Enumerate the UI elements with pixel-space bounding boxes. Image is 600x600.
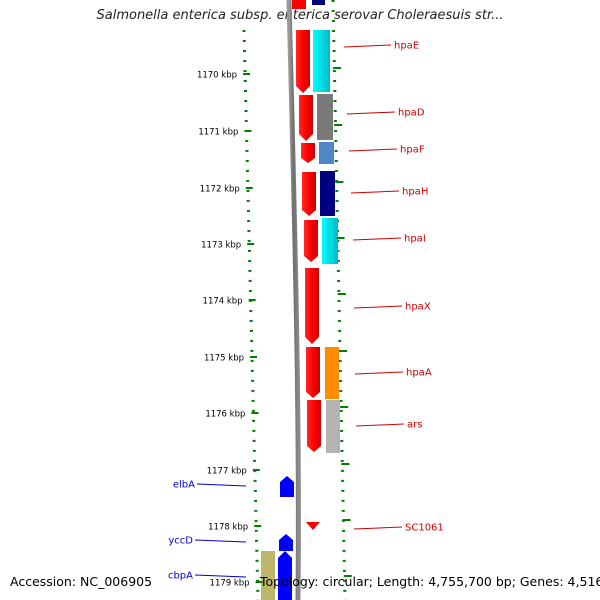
gene-arrow-blue [279,534,293,551]
gene-arrow-blue [280,476,294,497]
gene-arrow [301,143,315,163]
gene-label-yccd[interactable]: yccD [168,536,193,547]
gene-label-leader [353,305,403,309]
gene-label-leader [194,539,247,543]
kbp-tick-label: 1175 kbp [204,354,244,364]
gene-block-cyan [322,218,338,264]
right-dotted-guide [331,0,347,600]
gene-block-orange [325,347,339,399]
kbp-tick-label: 1179 kbp [210,579,250,589]
topology-summary: Topology: circular; Length: 4,755,700 bp… [260,574,600,589]
gene-block-navy [312,0,325,5]
gene-label-hpai[interactable]: hpaI [404,234,426,245]
gene-arrow [306,522,320,530]
gene-label-leader [350,190,400,194]
kbp-tick-group: 1170 kbp 1171 kbp 1172 kbp 1173 kbp 1174 kbp… [197,67,352,589]
gene-block-lightgray [326,400,340,453]
accession-label: Accession: NC_006905 [10,574,153,589]
gene-arrow-group [292,0,321,530]
left-gene-label-group: elbA yccD cbpA [168,480,247,582]
gene-label-leader [352,237,402,241]
kbp-tick-label: 1170 kbp [197,71,237,81]
gene-label-leader [353,526,403,530]
gene-arrow [292,0,306,9]
gene-arrow [302,172,316,216]
gene-arrow [296,30,310,93]
kbp-tick-label: 1176 kbp [205,410,245,420]
gene-block-navy [320,171,335,216]
gene-block-group [312,0,340,453]
gene-label-cbpa[interactable]: cbpA [168,571,193,582]
kbp-tick-label: 1174 kbp [203,297,243,307]
gene-arrow [299,95,313,141]
gene-block-khaki [261,551,275,600]
gene-arrow-blue [278,551,292,600]
gene-label-leader [194,574,247,578]
gene-arrow [306,347,320,398]
chromosome-backbone [286,0,301,600]
gene-label-leader [196,483,247,487]
gene-block-cyan [313,30,330,92]
kbp-tick-label: 1171 kbp [198,128,238,138]
gene-label-leader [355,423,405,427]
gene-label-ars[interactable]: ars [407,420,422,431]
left-dotted-guide [242,29,260,600]
kbp-tick-label: 1172 kbp [200,185,240,195]
right-gene-label-group: hpaE hpaD hpaF hpaH hpaI hpaX hpaA ars SC1061 [343,41,444,534]
gene-arrow [307,400,321,452]
gene-arrow [305,268,319,344]
gene-label-hpax[interactable]: hpaX [405,302,431,313]
gene-label-leader [354,371,404,375]
gene-block-gray [317,94,333,140]
gene-arrow [304,220,318,262]
gene-block-steelblue [319,142,334,164]
gene-label-sc1061[interactable]: SC1061 [405,523,444,534]
kbp-tick-label: 1178 kbp [208,523,248,533]
gene-label-leader [348,148,398,152]
gene-label-hpaf[interactable]: hpaF [400,145,425,156]
gene-label-hpae[interactable]: hpaE [394,41,419,52]
genome-title: Salmonella enterica subsp. enterica sero… [96,8,504,23]
gene-label-hpaa[interactable]: hpaA [406,368,432,379]
gene-label-leader [343,44,392,48]
gene-label-leader [346,111,396,115]
kbp-tick-label: 1173 kbp [201,241,241,251]
kbp-tick-label: 1177 kbp [207,467,247,477]
left-gene-group [261,476,294,600]
gene-label-hpah[interactable]: hpaH [402,187,428,198]
gene-label-hpad[interactable]: hpaD [398,108,425,119]
gene-label-elba[interactable]: elbA [173,480,195,491]
